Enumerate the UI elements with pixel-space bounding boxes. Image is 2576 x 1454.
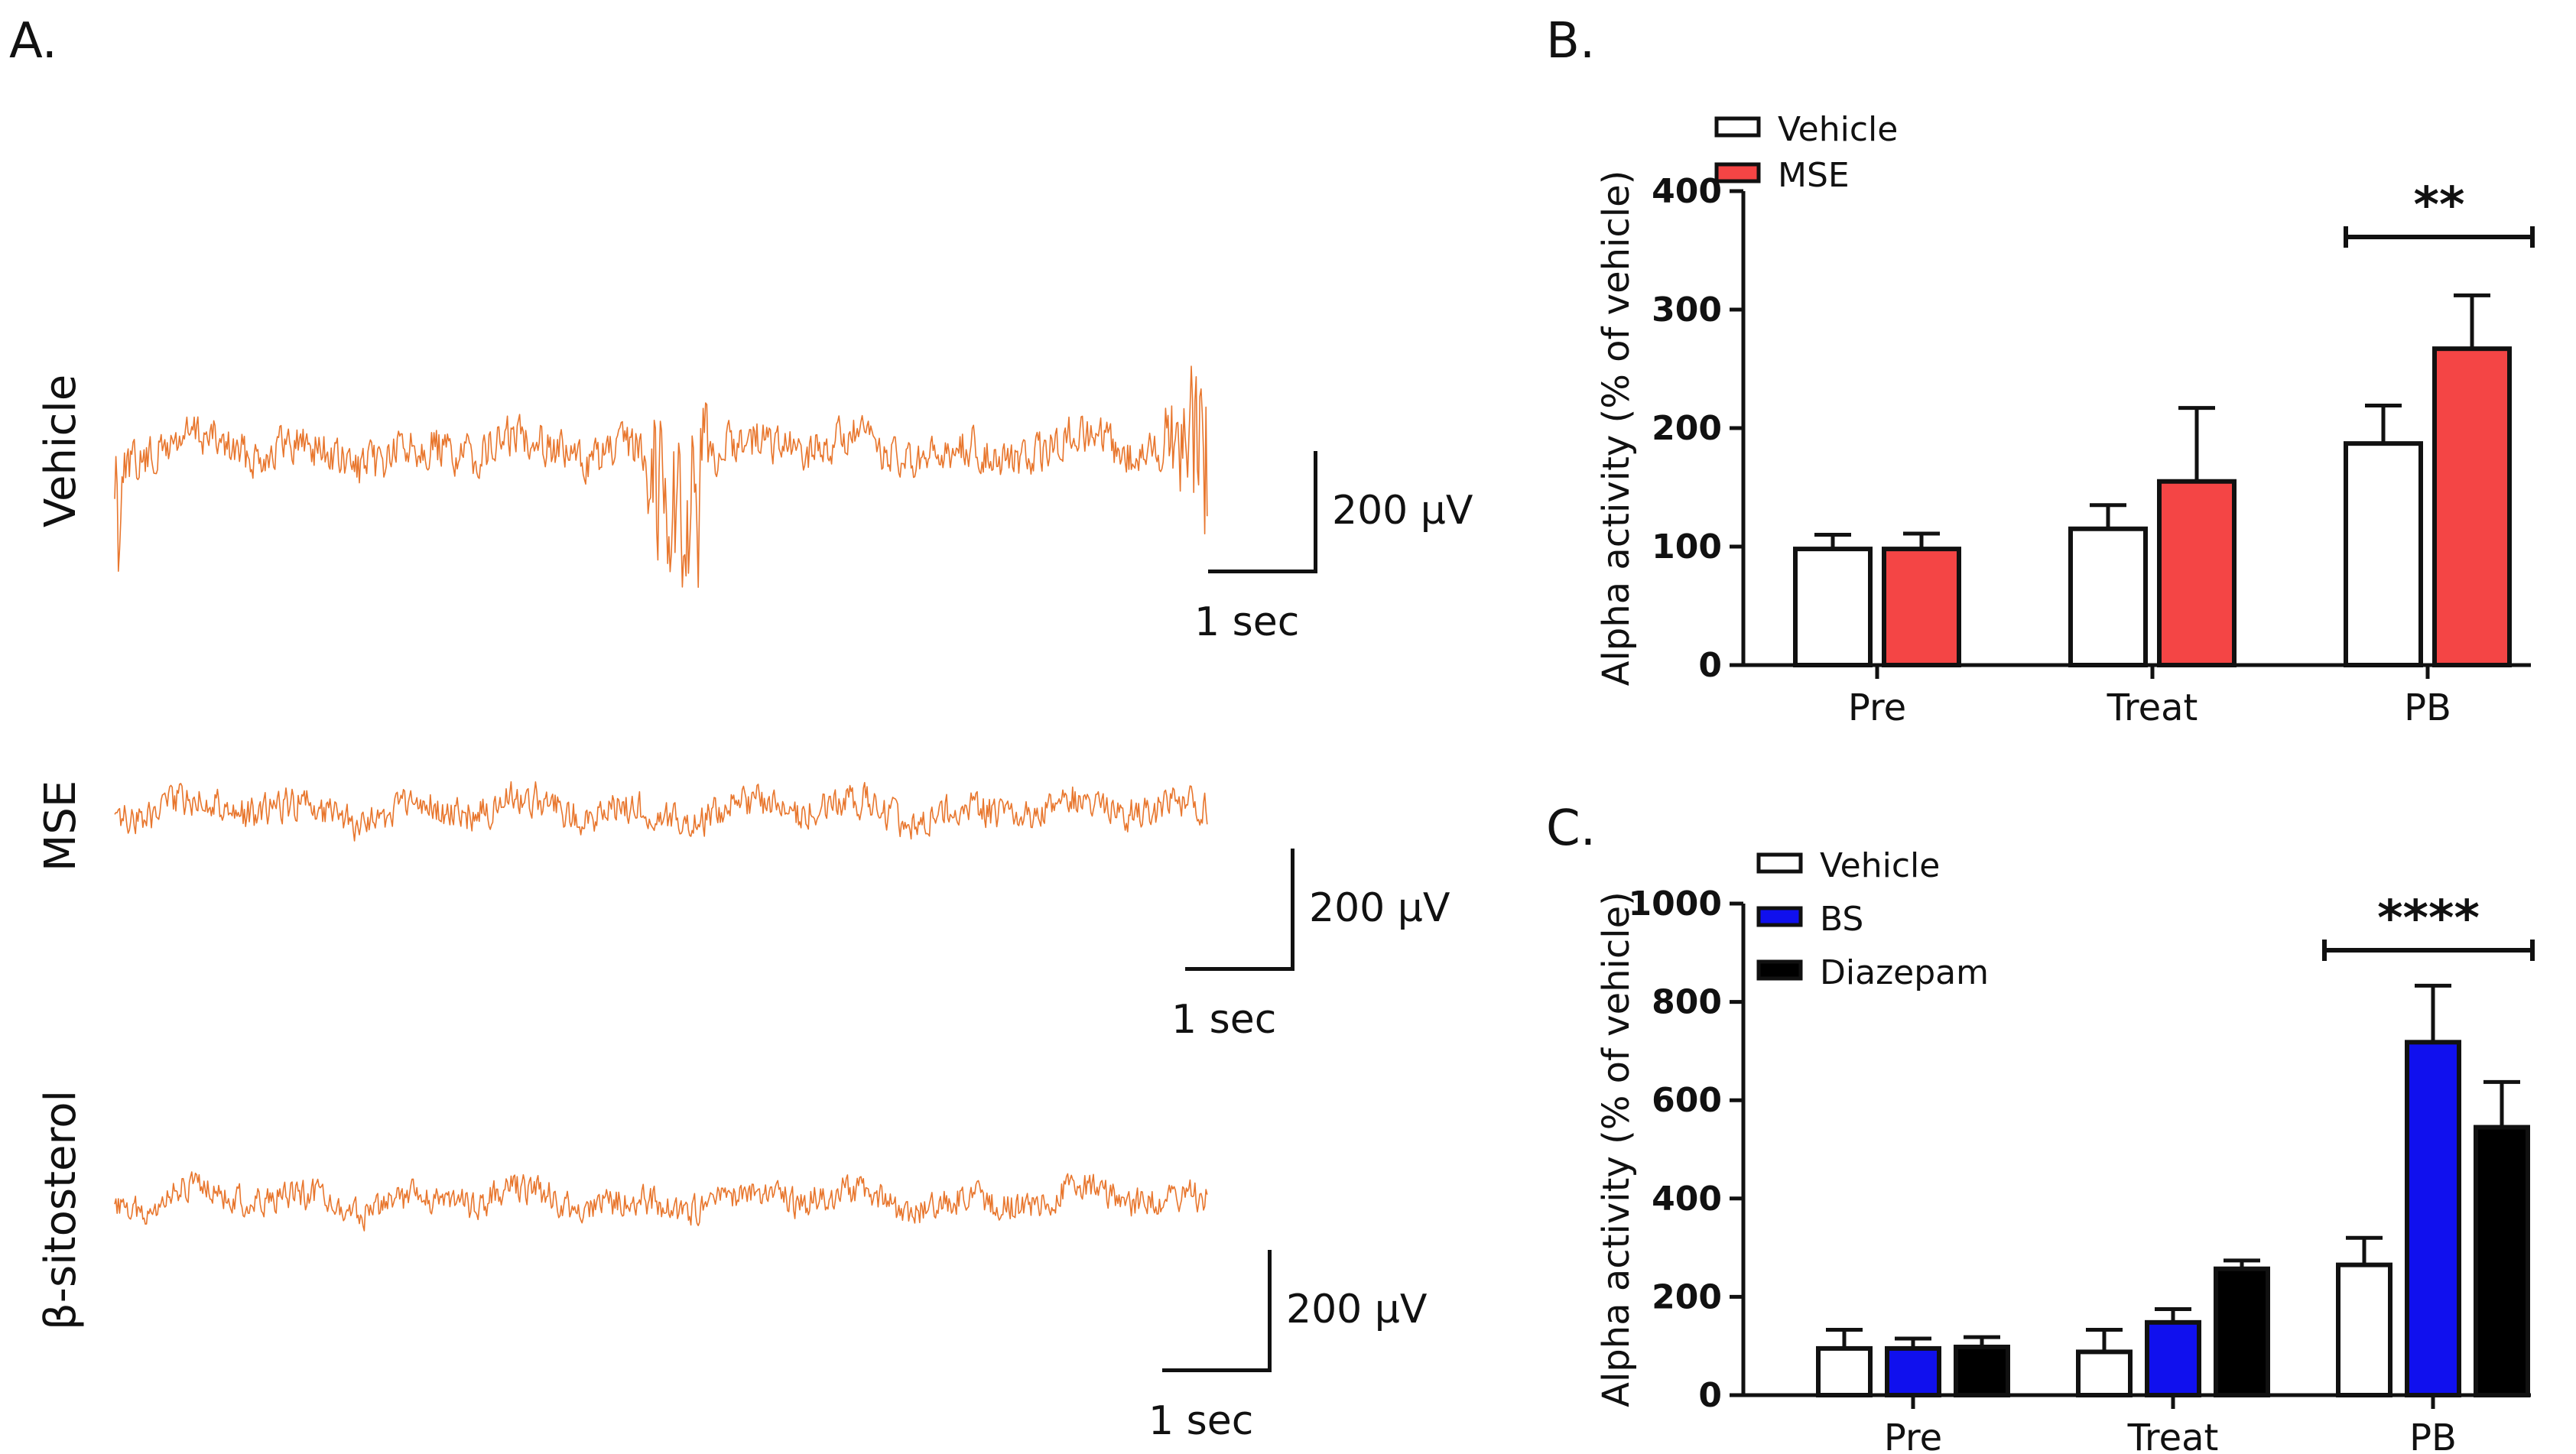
legend-swatch-bs [1756,906,1803,927]
x-tick-label: PB [2409,1417,2457,1454]
scale-bar-vertical-1 [1314,451,1317,573]
eeg-trace-1 [114,365,1208,588]
scale-amplitude-2: 200 μV [1309,885,1450,931]
legend-label-vehicle: Vehicle [1820,846,1940,885]
bar-mse-treat [2157,479,2237,667]
panel-b-letter: B. [1546,13,1596,70]
bar-bs-treat [2145,1319,2201,1398]
eeg-traces [114,365,1208,1232]
y-tick-label: 400 [1652,172,1722,211]
eeg-trace-3 [114,1171,1208,1232]
scale-amplitude-1: 200 μV [1332,488,1473,534]
y-tick-label: 600 [1652,1081,1722,1120]
panel-c-letter: C. [1546,800,1597,857]
bar-vehicle-pb [2344,441,2423,668]
scale-time-3: 1 sec [1148,1398,1254,1444]
y-tick-label: 1000 [1629,884,1722,923]
y-tick-label: 400 [1652,1180,1722,1219]
scale-bar-horizontal-2 [1185,967,1294,971]
bar-diazepam-pre [1954,1344,2010,1397]
x-tick-label: Treat [2107,686,2198,729]
eeg-trace-2 [114,781,1208,842]
scale-bar-vertical-3 [1268,1250,1272,1372]
significance-label: **** [2377,891,2480,947]
legend-swatch-vehicle [1756,852,1803,874]
chart-b: 0 100 200 300 400 Alpha activity (% of vehicl… [1595,110,2535,729]
panel-a-letter: A. [9,13,57,70]
y-axis-label: Alpha activity (% of vehicle) [1595,891,1638,1407]
y-tick-label: 300 [1652,290,1722,329]
scale-time-1: 1 sec [1194,599,1300,645]
bar-diazepam-treat [2214,1266,2270,1398]
x-tick-label: Treat [2127,1417,2219,1454]
y-tick-label: 200 [1652,1277,1722,1316]
bar-vehicle-pre [1816,1345,1873,1398]
bar-vehicle-treat [2076,1349,2133,1398]
bar-vehicle-pb [2336,1262,2392,1397]
legend-label-mse: MSE [1778,156,1850,195]
x-tick-label: Pre [1884,1417,1942,1454]
significance-label: ** [2414,177,2465,234]
bar-vehicle-pre [1793,547,1873,667]
scale-time-2: 1 sec [1171,997,1277,1043]
y-axis-label: Alpha activity (% of vehicle) [1595,170,1638,686]
legend-swatch-diazepam [1756,959,1803,981]
bar-bs-pre [1885,1345,1941,1398]
y-tick-label: 200 [1652,409,1722,448]
bar-mse-pb [2432,346,2512,667]
x-tick-label: Pre [1848,686,1906,729]
legend-label-diazepam: Diazepam [1820,953,1989,992]
y-tick-label: 100 [1652,527,1722,566]
bar-diazepam-pb [2474,1125,2530,1397]
legend-label-vehicle: Vehicle [1778,110,1898,149]
legend-swatch-mse [1714,162,1761,183]
y-tick-label: 800 [1652,983,1722,1022]
bar-vehicle-treat [2068,526,2148,667]
x-tick-label: PB [2404,686,2451,729]
bar-bs-pb [2405,1040,2461,1398]
bar-mse-pre [1882,547,1961,667]
scale-bar-horizontal-1 [1208,570,1317,573]
scale-amplitude-3: 200 μV [1286,1287,1428,1332]
legend-label-bs: BS [1820,900,1863,939]
legend-swatch-vehicle [1714,116,1761,138]
y-tick-label: 0 [1698,646,1722,685]
y-tick-label: 0 [1698,1376,1722,1415]
scale-bar-vertical-2 [1291,849,1294,971]
scale-bar-horizontal-3 [1162,1368,1272,1372]
